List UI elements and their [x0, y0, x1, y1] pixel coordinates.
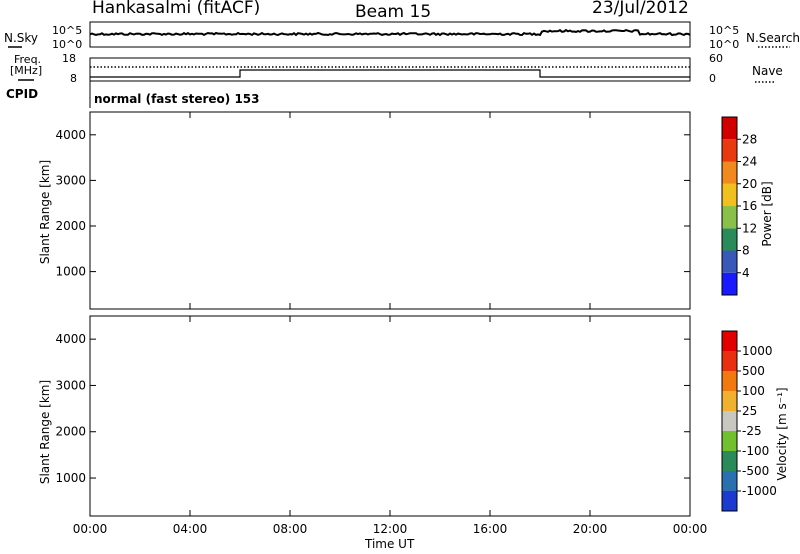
ytick-label: 2000 — [55, 219, 86, 233]
beam-title: Beam 15 — [355, 2, 432, 22]
freq-trace — [90, 69, 690, 78]
cpid-label: CPID — [6, 87, 39, 101]
date-title: 23/Jul/2012 — [592, 0, 689, 18]
freq-unit-label: [MHz] — [10, 64, 43, 77]
sky-trace — [89, 28, 691, 37]
freq-right-tick-top: 60 — [709, 52, 723, 65]
freq-label: Freq. — [14, 53, 42, 66]
power-axis: 1000 2000 3000 4000 — [55, 112, 691, 309]
xaxis-label: Time UT — [365, 537, 415, 551]
sky-right-tick-bottom: 10^0 — [709, 38, 740, 51]
sky-left-tick-bottom: 10^0 — [52, 38, 83, 51]
nsearch-label: N.Search — [746, 31, 800, 45]
station-title: Hankasalmi (fitACF) — [92, 0, 261, 18]
sky-left-tick-top: 10^5 — [52, 24, 83, 37]
ytick-label: 4000 — [55, 128, 86, 142]
sky-right-tick-top: 10^5 — [709, 24, 740, 37]
freq-left-tick-bottom: 8 — [70, 72, 77, 85]
power-panel-frame — [89, 111, 691, 310]
freq-left-tick-top: 18 — [62, 52, 76, 65]
ytick-label: 1000 — [55, 265, 86, 279]
nsky-label: N.Sky — [4, 31, 39, 45]
freq-panel-frame — [89, 57, 691, 82]
ytick-label: 3000 — [55, 173, 86, 187]
cpid-text: normal (fast stereo) 153 — [94, 92, 260, 106]
freq-right-tick-bottom: 0 — [709, 72, 716, 85]
nave-label: Nave — [752, 64, 783, 78]
